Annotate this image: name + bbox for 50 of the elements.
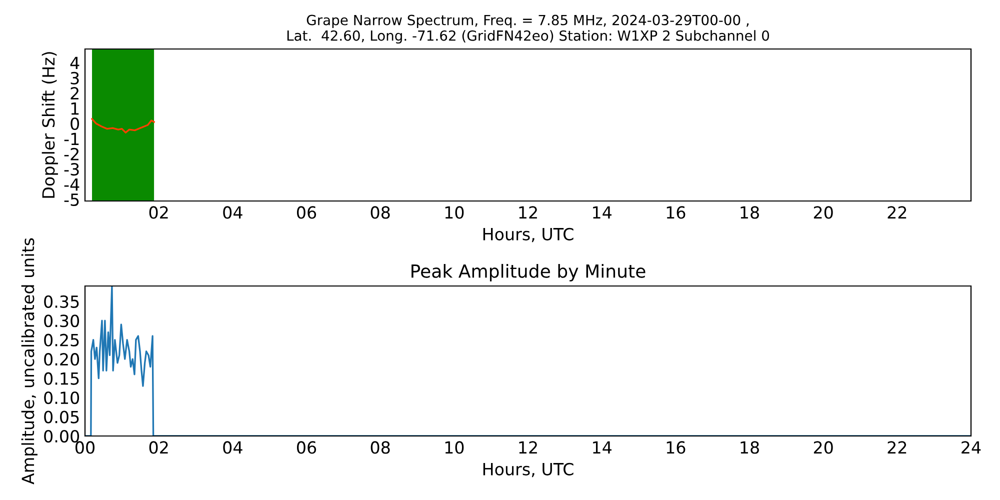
y-tick-label: 0 [70,117,80,130]
x-axis-title: Hours, UTC [483,228,574,242]
x-tick-label: 10 [445,441,464,454]
line-series [85,286,971,436]
x-tick-label: 12 [519,441,537,454]
y-tick-label: -2 [64,148,78,160]
y-tick-label: 2 [70,87,78,100]
y-tick-label: 0.15 [44,372,79,385]
line-series [91,118,155,134]
x-tick-label: 10 [445,206,464,219]
x-tick-label: 22 [888,441,906,454]
x-tick-label: 00 [75,441,94,454]
y-tick-label: 3 [70,72,79,84]
x-tick-label: 08 [370,206,390,219]
y-tick-label: -1 [64,132,79,146]
x-axis-title: Hours, UTC [483,462,574,478]
x-tick-label: 18 [740,206,759,219]
y-tick-label: 1 [71,102,79,115]
x-tick-label: 24 [962,441,981,454]
y-axis-title: Amplitude, uncalibrated units [21,238,38,484]
x-tick-label: 04 [223,441,242,454]
x-tick-label: 16 [666,441,686,454]
x-tick-label: 02 [149,206,168,219]
y-tick-label: -4 [64,178,80,191]
x-tick-label: 02 [149,441,168,454]
x-tick-label: 14 [593,206,612,219]
y-tick-label: 4 [70,56,80,70]
x-tick-label: 06 [296,206,316,219]
x-tick-label: 14 [593,441,612,454]
y-tick-label: 0.20 [44,353,80,366]
x-tick-label: 06 [296,441,316,454]
y-tick-label: 0.25 [44,334,79,346]
y-tick-label: 0.05 [44,410,79,424]
x-tick-label: 16 [666,206,686,219]
x-tick-label: 08 [370,441,390,454]
x-tick-label: 20 [814,441,833,454]
x-tick-label: 04 [223,206,242,219]
y-tick-label: -5 [64,194,79,206]
y-tick-label: 0.35 [44,295,79,308]
chart-title: Grape Narrow Spectrum, Freq. = 7.85 MHz, 2024-03-29T00-00 , Lat. 42.60, Long. -71.62 (GridFN42eo) Station: W1XP 2 Subchannel 0 [287,14,770,44]
y-tick-label: 0.30 [44,314,80,328]
x-tick-label: 20 [814,206,833,219]
y-tick-label: 0.10 [44,392,80,404]
y-axis-title: Doppler Shift (Hz) [42,52,58,198]
x-tick-label: 12 [519,206,537,219]
x-tick-label: 22 [888,206,906,219]
y-tick-label: 0.00 [44,430,80,443]
y-tick-label: -3 [64,163,79,176]
chart-title: Peak Amplitude by Minute [412,264,646,282]
x-tick-label: 18 [740,441,759,454]
